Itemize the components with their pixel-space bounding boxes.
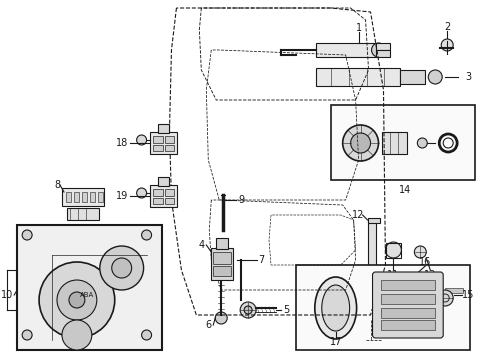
Text: 8: 8 xyxy=(54,180,60,190)
Text: 9: 9 xyxy=(238,195,244,205)
Bar xyxy=(67,208,99,220)
Circle shape xyxy=(22,330,32,340)
Circle shape xyxy=(136,188,146,198)
Circle shape xyxy=(413,246,426,258)
Bar xyxy=(400,70,425,84)
Bar xyxy=(380,294,434,304)
Bar xyxy=(330,105,474,180)
Text: 13: 13 xyxy=(423,270,435,280)
Bar xyxy=(164,198,174,204)
Circle shape xyxy=(440,39,452,51)
Text: 1: 1 xyxy=(355,23,361,33)
Bar xyxy=(295,265,469,350)
Bar xyxy=(216,238,228,249)
Text: 17: 17 xyxy=(329,337,341,347)
Text: 11: 11 xyxy=(386,270,399,280)
Bar xyxy=(157,124,169,133)
Bar xyxy=(375,50,389,57)
Circle shape xyxy=(142,330,151,340)
Bar xyxy=(315,43,375,57)
Bar xyxy=(149,132,177,154)
Text: 3: 3 xyxy=(464,72,470,82)
Bar xyxy=(90,192,95,202)
Bar xyxy=(367,218,379,223)
Circle shape xyxy=(215,312,227,324)
Bar xyxy=(152,136,162,143)
Text: 19: 19 xyxy=(115,191,127,201)
Bar xyxy=(62,188,103,206)
Bar xyxy=(380,308,434,318)
Bar xyxy=(152,198,162,204)
Bar xyxy=(98,192,102,202)
Text: 16: 16 xyxy=(418,257,430,267)
Circle shape xyxy=(22,230,32,240)
Bar xyxy=(380,320,434,330)
Text: 14: 14 xyxy=(398,185,411,195)
Bar xyxy=(315,68,400,86)
Text: 7: 7 xyxy=(257,255,264,265)
Bar xyxy=(149,185,177,207)
Bar xyxy=(74,192,79,202)
Circle shape xyxy=(69,292,85,308)
Bar xyxy=(152,189,162,196)
Circle shape xyxy=(385,242,401,258)
Text: 2: 2 xyxy=(443,22,449,32)
Ellipse shape xyxy=(321,285,349,331)
Bar xyxy=(382,132,407,154)
Bar xyxy=(444,288,462,293)
Bar xyxy=(375,43,389,50)
Circle shape xyxy=(427,70,441,84)
Circle shape xyxy=(142,230,151,240)
Bar xyxy=(81,192,87,202)
Circle shape xyxy=(342,125,378,161)
Circle shape xyxy=(416,138,427,148)
Bar xyxy=(213,252,231,264)
Text: 6: 6 xyxy=(205,320,211,330)
Bar xyxy=(386,243,401,258)
Circle shape xyxy=(57,280,97,320)
Text: ABA: ABA xyxy=(80,292,94,298)
Bar xyxy=(152,145,162,151)
Bar xyxy=(66,192,71,202)
Bar xyxy=(380,280,434,290)
Circle shape xyxy=(62,320,92,350)
Bar xyxy=(211,248,233,280)
Circle shape xyxy=(112,258,131,278)
Bar xyxy=(213,266,231,276)
FancyBboxPatch shape xyxy=(372,272,442,338)
Text: 5: 5 xyxy=(282,305,288,315)
Ellipse shape xyxy=(314,277,356,339)
Bar xyxy=(367,220,375,270)
Bar xyxy=(157,177,169,186)
Bar xyxy=(164,189,174,196)
Bar xyxy=(17,225,161,350)
Text: 4: 4 xyxy=(198,240,204,250)
Circle shape xyxy=(350,133,370,153)
Circle shape xyxy=(436,290,452,306)
Text: 10: 10 xyxy=(1,290,13,300)
Circle shape xyxy=(244,306,252,314)
Circle shape xyxy=(100,246,143,290)
Circle shape xyxy=(39,262,115,338)
Circle shape xyxy=(240,302,256,318)
Bar xyxy=(164,145,174,151)
Bar xyxy=(164,136,174,143)
Text: 12: 12 xyxy=(352,210,364,220)
Circle shape xyxy=(136,135,146,145)
Text: 18: 18 xyxy=(115,138,127,148)
Circle shape xyxy=(371,43,385,57)
Text: 15: 15 xyxy=(461,290,473,300)
